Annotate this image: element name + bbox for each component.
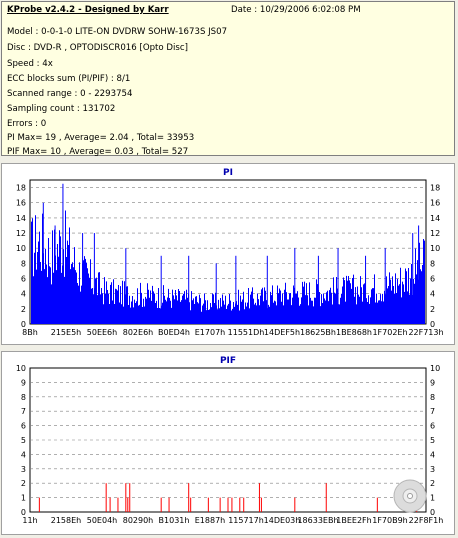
y-tick-label-right: 8 [430,393,435,402]
y-tick-label-right: 6 [430,422,435,431]
pi-chart-panel: PI 0 0 2 2 4 4 6 6 8 8 10 10 12 12 14 14 16 16 18 18 8Bh 215E5… [1,163,455,345]
y-tick-label-right: 12 [430,229,440,238]
x-tick-label: E1707h [195,328,225,337]
pif-chart-panel: PIF 0 0 1 1 2 2 3 3 4 4 5 5 6 6 7 7 8 8 9 9 10 10 11h 2158Eh 50E0… [1,351,455,535]
x-tick-label: 14DEF5h [264,328,300,337]
y-tick-label-right: 8 [430,259,435,268]
chart-title: PIF [220,356,236,366]
x-tick-label: 11551Dh [228,328,265,337]
x-tick-label: 8Bh [22,328,38,337]
x-tick-label: 1F70B9h [372,516,408,525]
errors-line: Errors : 0 [7,119,47,129]
x-tick-label: 1F702Eh [372,328,407,337]
y-tick-label-left: 9 [21,378,26,387]
x-tick-label: B0ED4h [158,328,190,337]
x-tick-label: 22F713h [408,328,443,337]
speed-line: Speed : 4x [7,59,53,69]
model-line: Model : 0-0-1-0 LITE-ON DVDRW SOHW-1673S… [7,27,228,37]
pi-series [31,183,425,324]
x-tick-label: 115717h [228,516,264,525]
y-tick-label-left: 6 [21,275,26,284]
y-tick-label-right: 1 [430,494,435,503]
x-tick-label: 215E5h [51,328,81,337]
x-tick-label: B1031h [159,516,190,525]
x-tick-label: 14DE03h [264,516,301,525]
x-tick-label: 1BEE2Fh [336,516,371,525]
chart-title: PI [223,168,233,178]
y-tick-label-right: 5 [430,436,435,445]
y-tick-label-left: 4 [21,450,26,459]
app-title: KProbe v2.4.2 - Designed by Karr [7,5,169,15]
x-tick-label: 80290h [123,516,154,525]
y-tick-label-right: 14 [430,214,440,223]
disc-line: Disc : DVD-R , OPTODISCR016 [Opto Disc] [7,43,188,53]
y-tick-label-right: 0 [430,508,435,517]
y-tick-label-right: 10 [430,364,440,373]
x-tick-label: 11h [22,516,37,525]
y-tick-label-left: 18 [16,184,26,193]
y-tick-label-left: 2 [21,305,26,314]
x-tick-label: E1887h [195,516,225,525]
disc-info-panel: KProbe v2.4.2 - Designed by Karr Date : … [1,1,455,157]
y-tick-label-left: 10 [16,364,26,373]
y-tick-label-left: 0 [21,320,26,329]
y-tick-label-left: 3 [21,465,26,474]
x-tick-label: 50EE6h [87,328,117,337]
y-tick-label-right: 9 [430,378,435,387]
pif-series [38,483,418,512]
scanned-range-line: Scanned range : 0 - 2293754 [7,89,133,99]
y-tick-label-left: 4 [21,290,26,299]
y-tick-label-left: 6 [21,422,26,431]
y-tick-label-left: 8 [21,393,26,402]
y-tick-label-right: 4 [430,450,435,459]
y-tick-label-left: 12 [16,229,26,238]
sampling-count-line: Sampling count : 131702 [7,104,116,114]
x-tick-label: 22F8F1h [409,516,444,525]
y-tick-label-left: 8 [21,259,26,268]
scan-date: Date : 10/29/2006 6:02:08 PM [231,5,361,15]
y-tick-label-right: 18 [430,184,440,193]
pi-chart: PI 0 0 2 2 4 4 6 6 8 8 10 10 12 12 14 14 16 16 18 18 8Bh 215E5… [16,168,444,337]
y-tick-label-left: 2 [21,479,26,488]
y-tick-label-left: 16 [16,199,26,208]
x-tick-label: 2158Eh [51,516,81,525]
y-tick-label-left: 7 [21,407,26,416]
y-tick-label-left: 1 [21,494,26,503]
y-tick-label-left: 0 [21,508,26,517]
y-tick-label-left: 5 [21,436,26,445]
y-tick-label-left: 10 [16,244,26,253]
pif-chart: PIF 0 0 1 1 2 2 3 3 4 4 5 5 6 6 7 7 8 8 9 9 10 10 11h 2158Eh 50E0… [16,356,444,525]
x-tick-label: 50E04h [87,516,117,525]
y-tick-label-right: 2 [430,305,435,314]
x-tick-label: 18625Bh [300,328,336,337]
y-tick-label-right: 6 [430,275,435,284]
x-tick-label: 1BE868h [336,328,372,337]
y-tick-label-right: 3 [430,465,435,474]
x-tick-label: 18633EBh [297,516,338,525]
pif-stats-line: PIF Max= 10 , Average= 0.03 , Total= 527 [7,147,189,157]
y-tick-label-right: 16 [430,199,440,208]
y-tick-label-right: 10 [430,244,440,253]
y-tick-label-right: 7 [430,407,435,416]
x-tick-label: 802E6h [123,328,153,337]
y-tick-label-right: 0 [430,320,435,329]
y-tick-label-left: 14 [16,214,26,223]
pi-stats-line: PI Max= 19 , Average= 2.04 , Total= 3395… [7,133,195,143]
disc-icon [393,479,427,513]
ecc-line: ECC blocks sum (PI/PIF) : 8/1 [7,74,131,84]
y-tick-label-right: 2 [430,479,435,488]
y-tick-label-right: 4 [430,290,435,299]
